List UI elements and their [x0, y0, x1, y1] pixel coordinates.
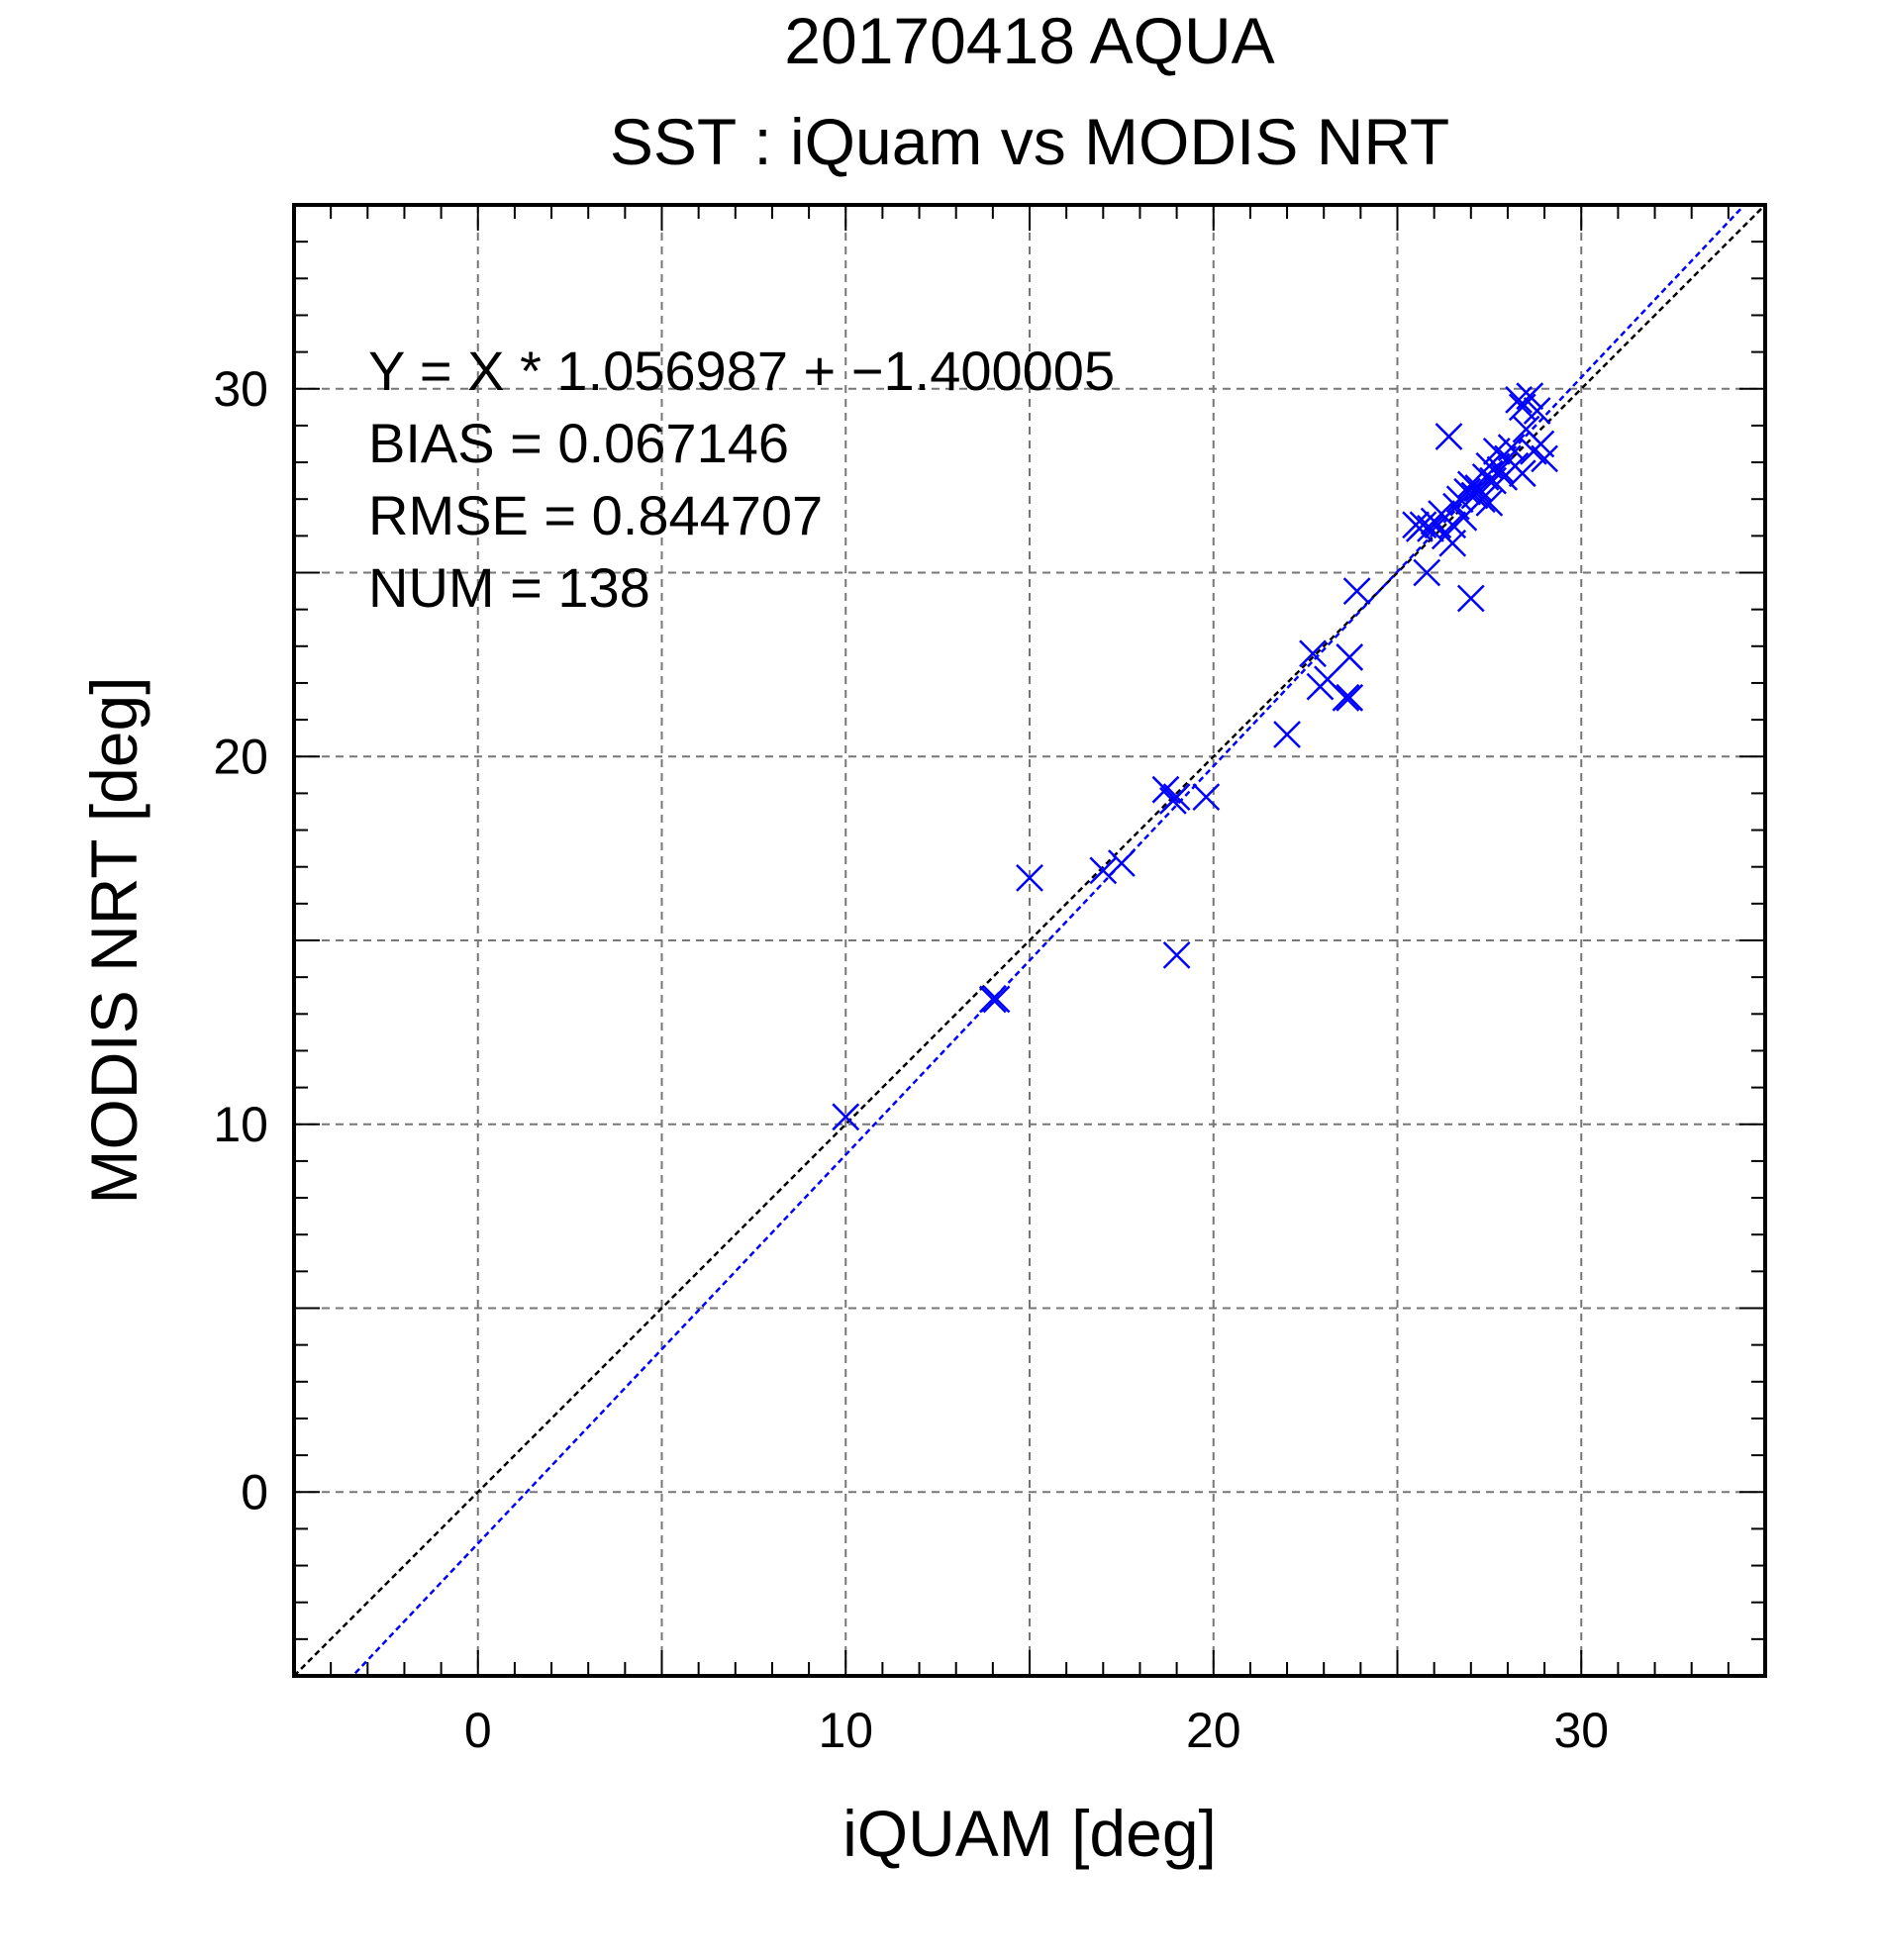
- data-point: [1523, 397, 1551, 425]
- plot-frame: [292, 203, 1767, 1678]
- data-point: [1162, 783, 1191, 811]
- data-point: [1453, 477, 1481, 506]
- y-tick-label: 20: [213, 729, 268, 784]
- fit-statistics: Y = X * 1.056987 + −1.400005 BIAS = 0.067…: [368, 340, 1115, 619]
- x-axis-label: iQUAM [deg]: [842, 1797, 1217, 1870]
- reference-lines: [294, 205, 1765, 1676]
- x-tick-labels: 0 10 20 30: [464, 1703, 1609, 1758]
- data-point: [1460, 481, 1489, 510]
- data-point: [1417, 515, 1444, 542]
- data-point: [1409, 511, 1437, 539]
- data-point: [1192, 783, 1221, 811]
- data-point: [1508, 459, 1536, 488]
- identity-line: [294, 205, 1765, 1676]
- x-tick-label: 20: [1186, 1703, 1241, 1758]
- data-point: [1089, 856, 1118, 885]
- minor-ticks: [294, 205, 1765, 1676]
- data-point: [1273, 721, 1301, 748]
- data-point: [982, 985, 1011, 1014]
- fit-stat-line: RMSE = 0.844707: [368, 484, 823, 546]
- y-tick-label: 30: [213, 361, 268, 417]
- data-point: [1531, 444, 1558, 473]
- data-point: [1332, 683, 1360, 712]
- x-tick-label: 30: [1553, 1703, 1609, 1758]
- data-point: [1468, 485, 1496, 514]
- data-point: [1435, 423, 1463, 450]
- data-point: [1342, 577, 1371, 605]
- y-tick-labels: 0 10 20 30: [213, 361, 268, 1520]
- chart-subtitle: SST : iQuam vs MODIS NRT: [610, 105, 1449, 178]
- data-point: [1438, 529, 1467, 557]
- data-point: [1456, 584, 1485, 613]
- fit-stat-line: BIAS = 0.067146: [368, 412, 789, 474]
- data-point: [832, 1103, 860, 1131]
- data-point: [1413, 558, 1441, 587]
- y-tick-label: 10: [213, 1097, 268, 1152]
- data-point: [978, 985, 1007, 1014]
- data-point: [1299, 639, 1327, 668]
- data-point: [1336, 643, 1364, 671]
- data-point: [1107, 849, 1136, 877]
- data-point: [1016, 863, 1043, 892]
- data-point: [1475, 489, 1504, 517]
- data-point: [1516, 382, 1544, 411]
- data-point: [1162, 940, 1191, 969]
- fit-line: [350, 205, 1746, 1676]
- data-point: [1505, 386, 1533, 414]
- data-points: [832, 382, 1558, 1131]
- y-axis-label: MODIS NRT [deg]: [77, 676, 150, 1204]
- x-tick-label: 0: [464, 1703, 492, 1758]
- fit-stat-line: NUM = 138: [368, 556, 650, 619]
- x-tick-label: 10: [818, 1703, 873, 1758]
- fit-stat-line: Y = X * 1.056987 + −1.400005: [368, 340, 1115, 402]
- data-point: [1497, 434, 1526, 462]
- y-tick-label: 0: [241, 1464, 268, 1519]
- data-point: [1336, 683, 1364, 712]
- chart-title: 20170418 AQUA: [784, 4, 1274, 77]
